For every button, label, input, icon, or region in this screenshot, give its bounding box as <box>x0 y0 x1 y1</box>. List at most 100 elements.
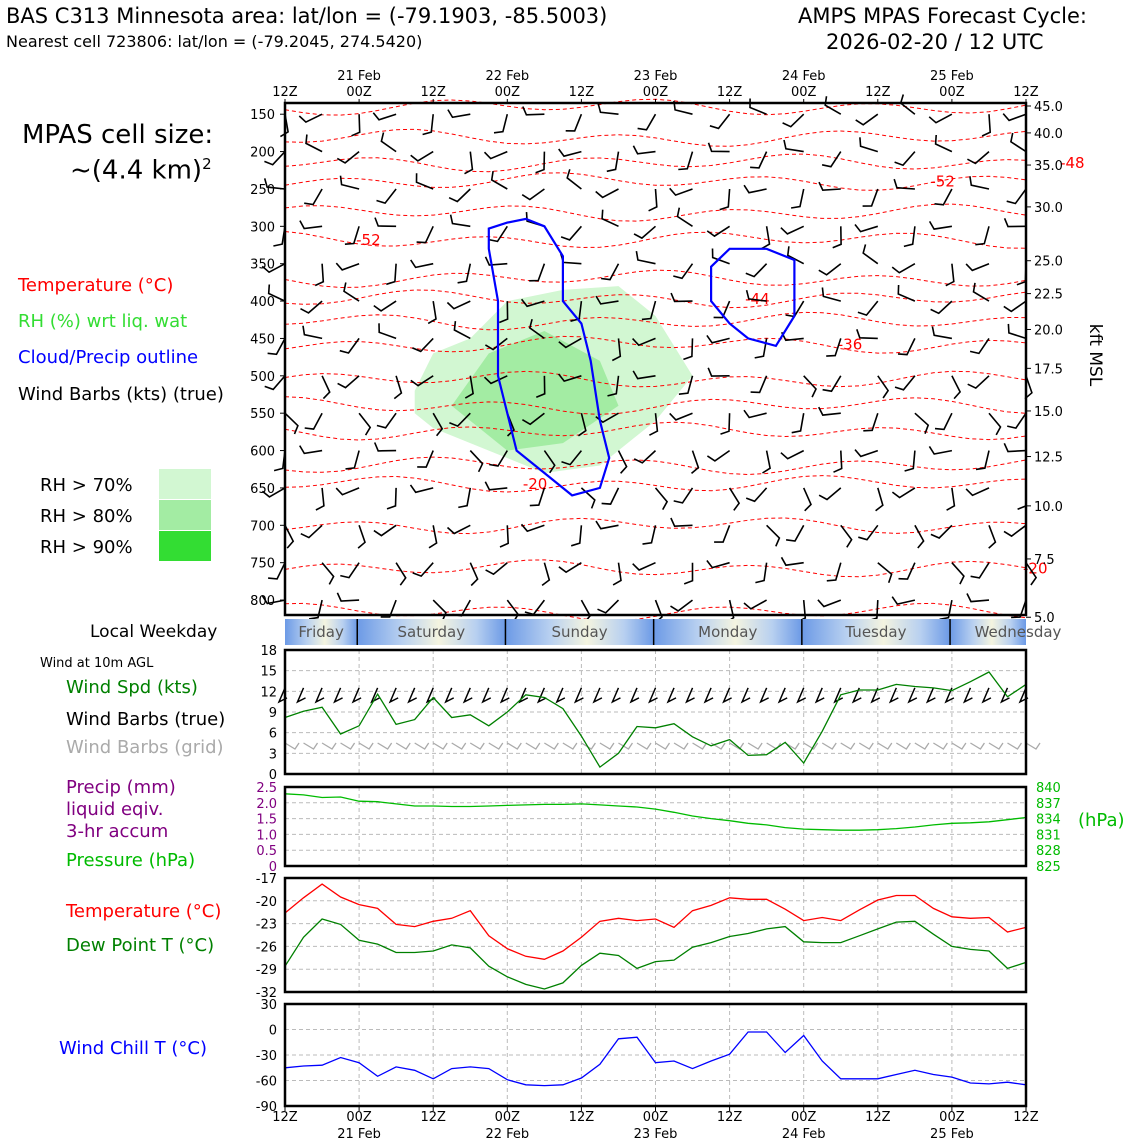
wind-barb <box>642 525 657 545</box>
surface-wind-barb-grid <box>488 742 504 750</box>
time-tick-label-bottom: 00Z <box>939 1110 965 1125</box>
weekday-label: Local Weekday <box>90 622 218 642</box>
wind-barb <box>854 224 879 233</box>
surface-wind-barb-true <box>999 687 1010 704</box>
wind-barb <box>690 450 700 475</box>
wind-barb <box>386 487 397 510</box>
panel-tick-label: -32 <box>256 986 277 1001</box>
wind-barb <box>469 450 484 473</box>
wind-barb <box>669 412 693 421</box>
pressure-unit-label: (hPa) <box>1078 810 1125 831</box>
pressure-tick-label: 550 <box>250 407 275 422</box>
wind-barb <box>410 150 434 162</box>
wind-barb <box>315 487 325 511</box>
wind-barb <box>299 220 323 230</box>
wind-barb <box>314 263 325 287</box>
surface-wind-barb-grid <box>451 742 467 750</box>
time-tick-label-top: 12Z <box>865 85 891 100</box>
wind-barb <box>261 487 286 498</box>
temperature-contour <box>284 269 1027 289</box>
wind-barb <box>641 300 657 321</box>
temperature-contour-label: -36 <box>838 335 863 353</box>
wind-barb <box>857 300 879 317</box>
wind-barb <box>945 263 955 287</box>
legend-rh70-label: RH > 70% <box>40 475 133 496</box>
wind-barb <box>484 256 508 266</box>
wind-barb <box>862 244 879 265</box>
windchill-label: Wind Chill T (°C) <box>59 1038 207 1059</box>
panel-tick-label: -60 <box>256 1075 277 1090</box>
wind-barb <box>854 449 879 458</box>
surface-wind-barb-grid <box>988 742 1004 750</box>
temperature-contour <box>284 289 1027 309</box>
weekday-band <box>285 619 358 645</box>
surface-wind-barb-grid <box>377 742 393 750</box>
wind-barb <box>862 188 879 207</box>
surface-wind-barb-true <box>740 687 751 704</box>
wind-barb <box>719 188 731 211</box>
wind-barb <box>432 412 444 437</box>
precip-label-2: liquid eqiv. <box>66 799 164 820</box>
wind-barb <box>678 375 694 395</box>
wind-barb <box>931 326 953 340</box>
surface-wind-barb-true <box>573 687 584 704</box>
pressure-tick-label: 200 <box>250 146 275 161</box>
surface-wind-barb-grid <box>599 742 615 750</box>
wind-barb <box>951 562 965 585</box>
surface-wind-barb-true <box>610 687 621 704</box>
wind-barb <box>268 562 286 580</box>
wind-barb <box>264 375 286 391</box>
wind-barb <box>988 525 997 549</box>
wind-barb <box>336 592 360 602</box>
wind-barb <box>566 169 582 190</box>
wind-barb <box>821 151 842 168</box>
temperature-contour <box>284 172 1027 191</box>
temperature-contour <box>284 559 1027 578</box>
wind-barb <box>1003 300 1027 313</box>
wind-barb <box>790 188 805 209</box>
dewpoint-label: Dew Point T (°C) <box>66 935 215 956</box>
wind-barb <box>988 412 1002 436</box>
cell-size-value: ~(4.4 km)2 <box>70 155 212 186</box>
surface-wind-barb-true <box>888 687 899 704</box>
temperature-contour <box>284 396 1027 415</box>
wind-barb <box>754 338 768 359</box>
surface-wind-barb-grid <box>970 742 985 750</box>
wind-barb <box>897 284 916 302</box>
wind-barb <box>464 151 474 175</box>
wind-speed-line <box>284 671 1027 769</box>
wind-barb <box>654 487 669 510</box>
wind-barb <box>822 375 842 393</box>
wind-barb <box>607 375 620 397</box>
panel-tick-label: -29 <box>256 963 277 978</box>
wind-barb <box>720 413 731 435</box>
wind-barb <box>535 151 546 174</box>
wind-barb <box>824 96 842 115</box>
wind-barb <box>975 226 990 246</box>
surface-wind-barb-true <box>851 687 862 704</box>
wind-barb <box>1007 412 1027 430</box>
wind-barb <box>637 113 657 131</box>
wind-barb <box>395 562 407 586</box>
cell-size-exponent: 2 <box>202 155 212 173</box>
height-axis-label: kft MSL <box>1085 324 1105 387</box>
surface-wind-barb-true <box>351 687 362 704</box>
height-tick-label: 10.0 <box>1034 500 1063 515</box>
wind-barb <box>485 562 508 576</box>
wind-barb <box>728 487 741 511</box>
wind-barb <box>903 226 916 248</box>
surface-wind-barb-grid <box>858 742 874 750</box>
time-tick-label-bottom: 12Z <box>1013 1110 1039 1125</box>
wind-barb <box>914 524 925 549</box>
wind-barb <box>755 562 768 584</box>
wind-barb <box>743 184 767 194</box>
height-tick-label: 35.0 <box>1034 159 1063 174</box>
temperature-contour <box>284 153 1027 173</box>
wind-barb <box>782 113 805 128</box>
surface-wind-barb-grid <box>655 742 671 750</box>
wind-barb <box>967 150 990 165</box>
time-tick-label-bottom: 00Z <box>643 1110 669 1125</box>
windchill-line <box>284 1031 1027 1087</box>
cell-size-title: MPAS cell size: <box>22 120 214 150</box>
